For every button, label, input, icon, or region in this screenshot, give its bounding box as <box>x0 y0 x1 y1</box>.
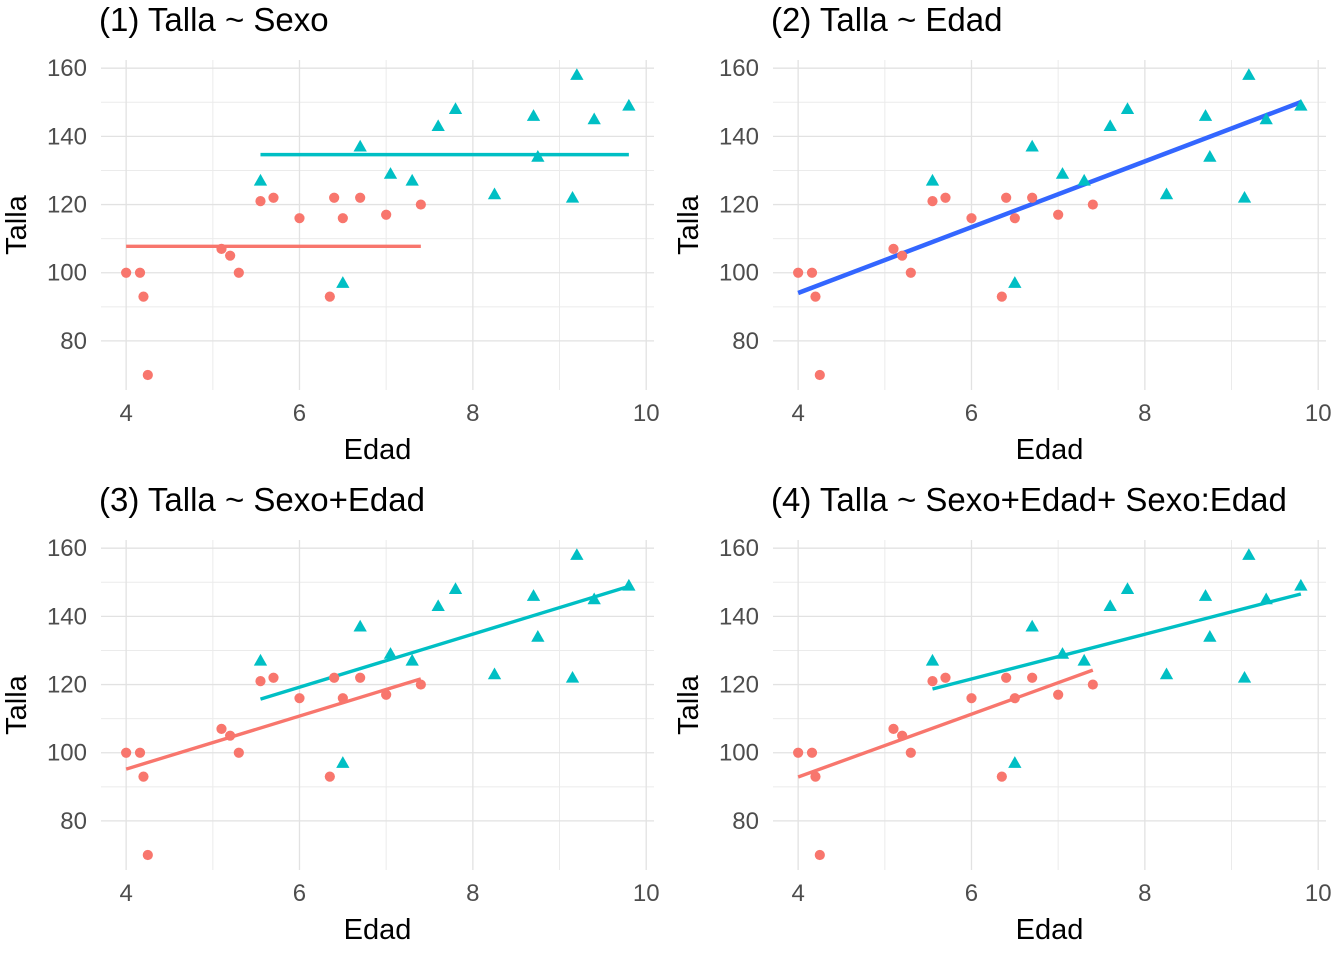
svg-text:6: 6 <box>293 400 306 427</box>
svg-text:140: 140 <box>719 123 759 150</box>
svg-text:10: 10 <box>633 880 660 907</box>
svg-text:Talla: Talla <box>673 194 705 255</box>
svg-text:80: 80 <box>732 808 759 835</box>
svg-text:4: 4 <box>119 400 132 427</box>
svg-text:10: 10 <box>633 400 660 427</box>
svg-text:8: 8 <box>466 400 479 427</box>
svg-text:160: 160 <box>47 55 87 82</box>
svg-text:8: 8 <box>1138 880 1151 907</box>
svg-text:120: 120 <box>719 192 759 219</box>
svg-text:140: 140 <box>719 603 759 630</box>
svg-text:8: 8 <box>1138 400 1151 427</box>
svg-text:120: 120 <box>47 672 87 699</box>
svg-text:140: 140 <box>47 603 87 630</box>
svg-text:100: 100 <box>719 260 759 287</box>
svg-text:80: 80 <box>60 328 87 355</box>
svg-text:Edad: Edad <box>344 434 412 466</box>
svg-text:120: 120 <box>47 192 87 219</box>
svg-text:(4) Talla ~ Sexo+Edad+ Sexo:Ed: (4) Talla ~ Sexo+Edad+ Sexo:Edad <box>771 481 1287 518</box>
svg-text:100: 100 <box>47 260 87 287</box>
svg-text:100: 100 <box>47 740 87 767</box>
svg-text:6: 6 <box>965 400 978 427</box>
svg-text:4: 4 <box>791 880 804 907</box>
svg-text:6: 6 <box>965 880 978 907</box>
svg-text:Talla: Talla <box>673 674 705 735</box>
svg-text:160: 160 <box>719 55 759 82</box>
svg-text:160: 160 <box>47 535 87 562</box>
svg-text:100: 100 <box>719 740 759 767</box>
svg-text:120: 120 <box>719 672 759 699</box>
svg-text:Edad: Edad <box>1016 434 1084 466</box>
svg-text:10: 10 <box>1305 880 1332 907</box>
svg-text:80: 80 <box>732 328 759 355</box>
svg-text:6: 6 <box>293 880 306 907</box>
svg-text:8: 8 <box>466 880 479 907</box>
svg-text:160: 160 <box>719 535 759 562</box>
svg-text:Talla: Talla <box>1 194 33 255</box>
svg-text:10: 10 <box>1305 400 1332 427</box>
svg-text:(2) Talla ~ Edad: (2) Talla ~ Edad <box>771 1 1002 38</box>
svg-text:Edad: Edad <box>344 914 412 946</box>
svg-text:4: 4 <box>791 400 804 427</box>
svg-text:140: 140 <box>47 123 87 150</box>
svg-text:(3) Talla ~ Sexo+Edad: (3) Talla ~ Sexo+Edad <box>99 481 425 518</box>
svg-text:Edad: Edad <box>1016 914 1084 946</box>
svg-text:4: 4 <box>119 880 132 907</box>
svg-text:Talla: Talla <box>1 674 33 735</box>
svg-text:(1) Talla ~ Sexo: (1) Talla ~ Sexo <box>99 1 329 38</box>
svg-text:80: 80 <box>60 808 87 835</box>
